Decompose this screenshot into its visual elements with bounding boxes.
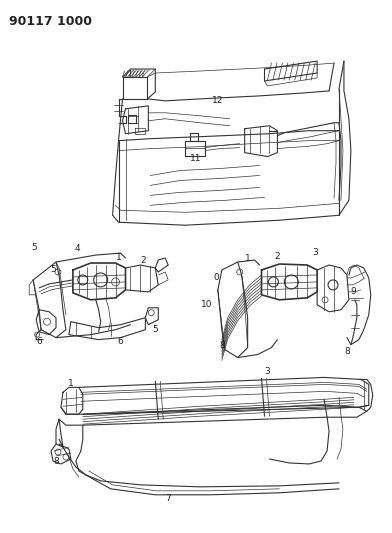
Text: 5: 5: [152, 325, 158, 334]
Text: 12: 12: [212, 96, 223, 106]
Text: 5: 5: [31, 243, 37, 252]
Text: 1: 1: [116, 253, 122, 262]
Text: 0: 0: [213, 273, 219, 282]
Text: 90117 1000: 90117 1000: [9, 15, 93, 28]
Text: 1: 1: [245, 254, 250, 263]
Text: 3: 3: [312, 247, 318, 256]
Text: 6: 6: [36, 337, 42, 346]
Text: 5: 5: [50, 265, 56, 274]
Text: 4: 4: [75, 244, 81, 253]
Text: 6: 6: [118, 337, 123, 346]
Text: 8: 8: [53, 457, 59, 466]
Text: 11: 11: [190, 154, 202, 163]
Text: 8: 8: [219, 341, 225, 350]
Text: 8: 8: [344, 347, 350, 356]
Text: 2: 2: [141, 255, 146, 264]
Text: 3: 3: [265, 367, 270, 376]
Text: 9: 9: [350, 287, 356, 296]
Text: 10: 10: [201, 300, 213, 309]
Text: 1: 1: [68, 379, 74, 388]
Text: 2: 2: [275, 252, 280, 261]
Text: 7: 7: [165, 494, 171, 503]
